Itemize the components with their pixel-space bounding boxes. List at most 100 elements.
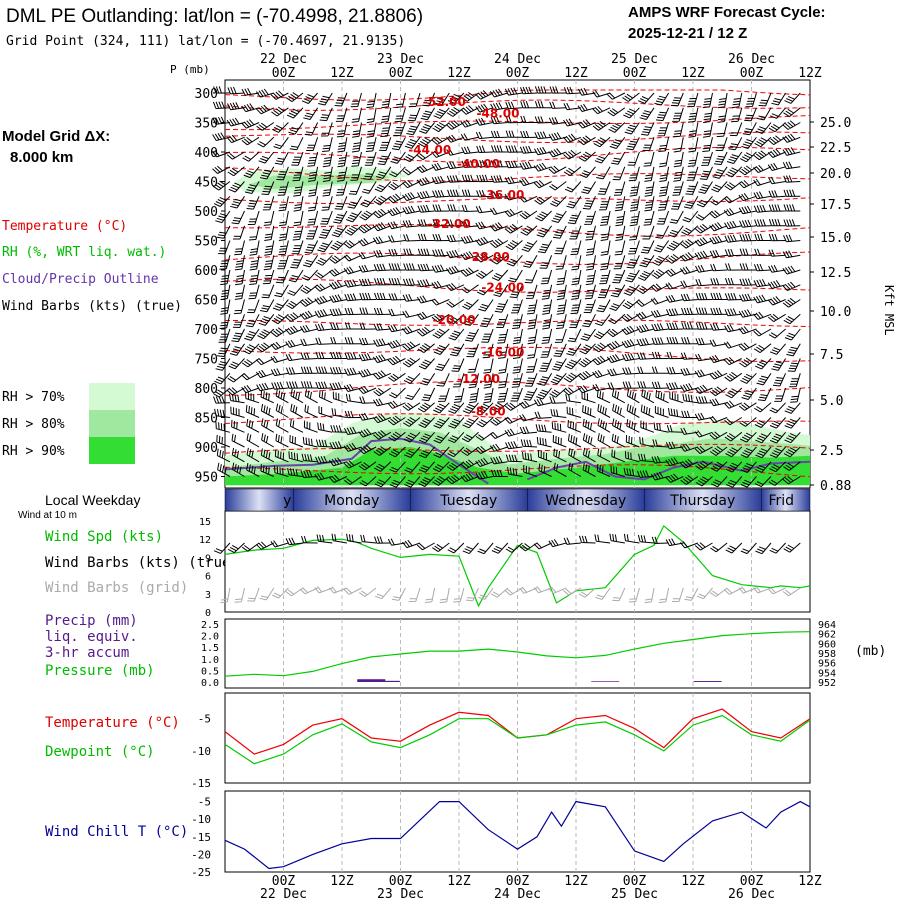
kft-tick-label: 5.0 [820, 394, 843, 409]
wind-ytick: 0 [205, 608, 211, 619]
wind-barb [247, 587, 260, 602]
wind-barb [680, 383, 699, 392]
wind-barb [241, 87, 260, 96]
wind-barb [672, 587, 684, 602]
wind-barb [448, 402, 465, 414]
wind-barb [611, 151, 626, 165]
wind-barb [416, 177, 435, 186]
wind-barb [607, 368, 625, 377]
wind-barb [388, 293, 406, 301]
wind-barb [490, 417, 509, 426]
wind-barb [709, 323, 728, 331]
wind-barb [335, 107, 348, 122]
p-tick-label: 450 [195, 176, 218, 191]
wind-barb [422, 92, 436, 107]
wind-barb [641, 122, 655, 136]
wind-barb [538, 463, 552, 477]
wind-barb [431, 264, 450, 273]
wind-barb [432, 233, 450, 242]
wind-barb [577, 135, 596, 146]
wind-barb [259, 587, 275, 601]
wind-barb [709, 235, 728, 245]
temperature-legend: Temperature (°C) [45, 715, 180, 731]
chart-subtitle: Grid Point (324, 111) lat/lon = (-70.469… [6, 34, 405, 49]
wind-barb [387, 207, 406, 217]
wind-barb [755, 446, 772, 459]
wind-barb [498, 343, 509, 359]
wind-barb [745, 92, 757, 108]
bottom-time-tick: 00Z [740, 874, 764, 889]
top-time-tick: 12Z [564, 66, 588, 81]
wind-barb [249, 269, 260, 285]
wind-barb [285, 339, 304, 348]
wind-barb [301, 269, 318, 281]
wind-barb [600, 255, 611, 271]
wind-barb [406, 122, 421, 136]
wind-barb [640, 240, 655, 254]
wind-barb [768, 218, 786, 227]
wind-barb [568, 447, 582, 463]
wind-barb [556, 284, 567, 301]
wind-barb [768, 190, 786, 198]
wind-barb [753, 150, 772, 161]
wind-barb [270, 327, 289, 338]
wind-barb [724, 181, 743, 191]
wind-barb [652, 439, 669, 448]
wind-barb [738, 326, 757, 335]
windchill-ytick: -25 [191, 866, 211, 879]
wind-barb [753, 328, 772, 337]
wind-barb [431, 280, 450, 289]
wind-barb [242, 343, 260, 355]
wind-barb [490, 102, 508, 111]
wind-barb [358, 385, 377, 395]
wind-barb [541, 284, 553, 300]
pressure-ytick: 960 [818, 639, 836, 650]
wind-barb [505, 115, 523, 124]
wind-barb [694, 369, 713, 378]
weekday-label: Thursday [669, 493, 735, 509]
wind-barb [724, 417, 743, 426]
wind-barb [550, 408, 567, 418]
wind-barb [711, 181, 728, 193]
wind-barb [753, 278, 772, 288]
wind-barb [432, 249, 450, 257]
isotherm-line [224, 413, 811, 425]
wind-barb [241, 358, 260, 368]
wind-barb [536, 387, 552, 400]
wind-barb [278, 210, 289, 227]
wind-barb [217, 462, 231, 477]
wind-barb [548, 165, 567, 174]
wind-barb [241, 136, 260, 146]
wind-barb [519, 178, 538, 187]
wind-barb [359, 210, 377, 221]
wind-barb [610, 465, 625, 477]
wind-barb [483, 358, 494, 374]
wind-barb [447, 431, 465, 444]
wind-barb [555, 255, 567, 270]
wind-barb [612, 587, 626, 602]
wind-barb [671, 196, 684, 210]
wind-barb [600, 225, 611, 241]
wind-barb [447, 542, 465, 554]
wind-barb [606, 354, 625, 364]
wind-barb [621, 325, 640, 335]
wind-barb [290, 255, 304, 269]
wind-barb [432, 190, 450, 198]
wind-barb [651, 337, 669, 345]
wind-barb [505, 160, 523, 169]
wind-barb [314, 309, 333, 318]
wind-barb [694, 237, 713, 247]
wind-barb [579, 535, 596, 544]
wind-barb [709, 370, 728, 380]
wind-barb [659, 151, 670, 168]
wind-barb [694, 384, 713, 394]
wind-ytick: 15 [199, 517, 211, 528]
wind-barb [637, 381, 654, 389]
wind-barb [584, 284, 596, 300]
wind-barb [666, 336, 684, 345]
wind-barb [285, 353, 304, 362]
wind-barb [612, 269, 626, 284]
wind-barb [695, 292, 713, 301]
wind-barb [739, 278, 757, 286]
wind-barb [432, 542, 450, 553]
